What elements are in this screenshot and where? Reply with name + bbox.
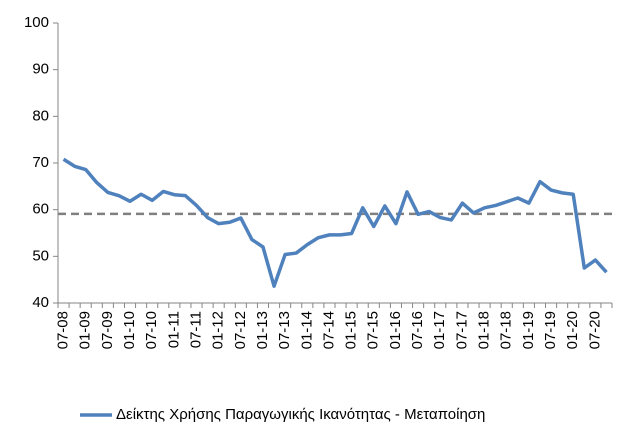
y-tick-label: 80: [32, 107, 49, 124]
x-tick-label: 07-13: [276, 311, 293, 349]
x-tick-label: 07-08: [55, 311, 72, 349]
legend-label: Δείκτης Χρήσης Παραγωγικής Ικανότητας - …: [116, 406, 485, 423]
x-tick-label: 01-15: [343, 311, 360, 349]
y-tick-label: 70: [32, 154, 49, 171]
x-tick-label: 07-12: [232, 311, 249, 349]
x-tick-label: 01-14: [298, 311, 315, 349]
y-tick-label: 90: [32, 61, 49, 78]
x-tick-label: 07-10: [143, 311, 160, 349]
x-tick-label: 01-11: [165, 311, 182, 348]
y-tick-label: 40: [32, 294, 49, 311]
x-tick-label: 01-18: [476, 311, 493, 349]
x-tick-label: 07-18: [498, 311, 515, 349]
x-tick-label: 07-11: [187, 311, 204, 348]
y-tick-label: 50: [32, 247, 49, 264]
x-tick-label: 01-10: [121, 311, 138, 349]
x-tick-label: 01-20: [564, 311, 581, 349]
y-tick-label: 60: [32, 201, 49, 218]
x-tick-label: 07-16: [409, 311, 426, 349]
x-tick-label: 07-17: [453, 311, 470, 349]
series-line: [62, 157, 608, 288]
x-tick-label: 01-09: [77, 311, 94, 349]
x-tick-label: 07-20: [586, 311, 603, 349]
x-tick-label: 01-19: [520, 311, 537, 349]
x-tick-label: 01-17: [431, 311, 448, 349]
x-tick-label: 07-09: [99, 311, 116, 349]
x-tick-label: 07-19: [542, 311, 559, 349]
x-tick-label: 01-13: [254, 311, 271, 349]
x-tick-label: 01-12: [210, 311, 227, 349]
x-tick-label: 07-14: [320, 311, 337, 349]
y-tick-label: 100: [24, 14, 49, 31]
x-tick-label: 07-15: [365, 311, 382, 349]
x-tick-label: 01-16: [387, 311, 404, 349]
